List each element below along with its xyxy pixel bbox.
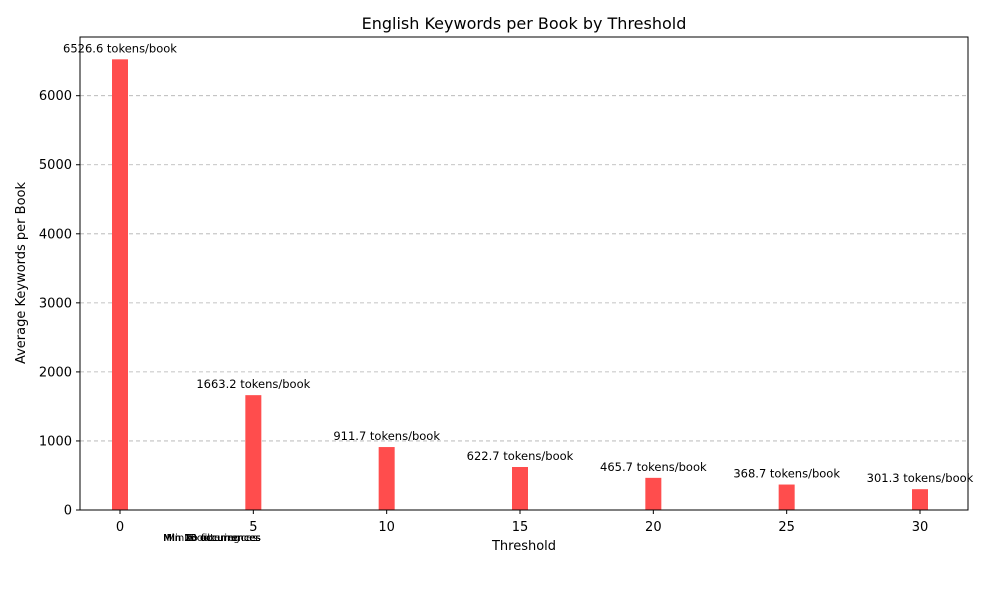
plot-frame bbox=[79, 36, 969, 511]
bars bbox=[112, 59, 928, 511]
bar-value-label: 911.7 tokens/book bbox=[333, 429, 440, 443]
bar-value-label: 6526.6 tokens/book bbox=[63, 41, 177, 55]
category-label: Min 20 occurrences bbox=[163, 533, 260, 544]
x-axis-label: Threshold bbox=[491, 539, 556, 554]
bar bbox=[245, 395, 262, 510]
x-tick-label: 30 bbox=[912, 520, 929, 535]
x-tick-label: 0 bbox=[116, 520, 124, 535]
bar-value-label: 368.7 tokens/book bbox=[733, 467, 840, 481]
data-labels: 6526.6 tokens/book 1663.2 tokens/book 911.… bbox=[63, 41, 974, 485]
y-tick-label: 4000 bbox=[39, 227, 72, 242]
y-tick-label: 2000 bbox=[39, 365, 72, 380]
y-axis-ticks: 0 1000 2000 3000 4000 5000 6000 bbox=[39, 89, 80, 519]
bar-value-label: 622.7 tokens/book bbox=[467, 449, 574, 463]
category-label: Min 30 occurrences bbox=[163, 533, 260, 544]
y-tick-label: 6000 bbox=[39, 89, 72, 104]
category-label: Min 25 occurrences bbox=[163, 533, 260, 544]
category-label: No filtering bbox=[184, 533, 240, 544]
x-tick-label: 5 bbox=[249, 520, 257, 535]
bar-value-label: 465.7 tokens/book bbox=[600, 460, 707, 474]
category-label: Min 15 occurrences bbox=[163, 533, 260, 544]
x-tick-label: 20 bbox=[645, 520, 662, 535]
bar bbox=[378, 447, 395, 510]
bar-value-label: 1663.2 tokens/book bbox=[196, 377, 310, 391]
y-axis-label: Average Keywords per Book bbox=[14, 182, 29, 364]
x-tick-label: 10 bbox=[378, 520, 395, 535]
y-tick-label: 3000 bbox=[39, 296, 72, 311]
x-tick-label: 25 bbox=[778, 520, 795, 535]
bar bbox=[112, 59, 128, 511]
y-tick-label: 0 bbox=[64, 504, 72, 519]
bar bbox=[645, 477, 662, 510]
category-label: Min 10 occurrences bbox=[163, 533, 260, 544]
x-tick-label: 15 bbox=[512, 520, 529, 535]
bar-value-label: 301.3 tokens/book bbox=[867, 471, 974, 485]
bar bbox=[912, 489, 928, 510]
grid-lines bbox=[80, 95, 968, 442]
chart-title: English Keywords per Book by Threshold bbox=[362, 14, 687, 33]
y-tick-label: 1000 bbox=[39, 434, 72, 449]
bar bbox=[512, 467, 528, 510]
y-tick-label: 5000 bbox=[39, 158, 72, 173]
category-label: Min 5 occurrences bbox=[166, 533, 257, 544]
x-axis-ticks: 0 5 10 15 20 25 30 bbox=[116, 510, 928, 535]
bar bbox=[778, 484, 795, 510]
